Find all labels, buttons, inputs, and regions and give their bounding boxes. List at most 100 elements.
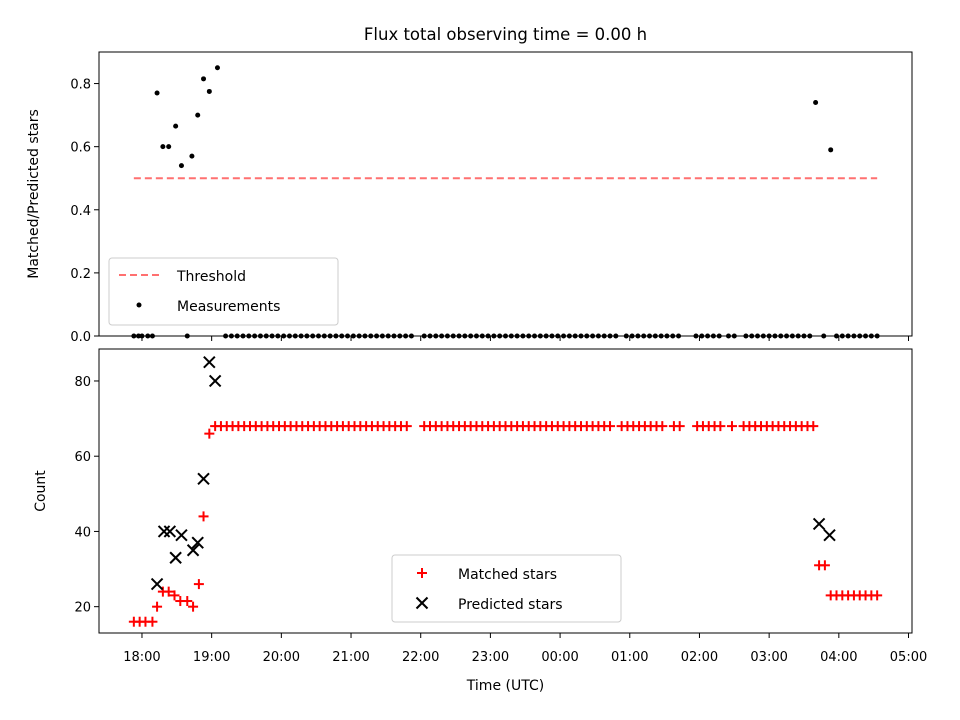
x-axis-label: Time (UTC)	[466, 678, 544, 694]
top-x-axis	[141, 336, 910, 341]
x-stroke	[150, 577, 164, 591]
matched-star-point	[152, 601, 163, 612]
bottom-legend: Matched stars Predicted stars	[391, 554, 622, 623]
matched-star-point	[401, 421, 412, 432]
x-tick-label: 05:00	[890, 650, 927, 665]
predicted-star-point	[175, 528, 188, 542]
x-stroke	[169, 551, 182, 564]
x-tick-label: 01:00	[611, 650, 648, 665]
predicted-star-point	[812, 517, 826, 531]
threshold-legend-label: Threshold	[176, 269, 246, 285]
y-tick-label: 80	[74, 375, 91, 390]
x-stroke	[415, 596, 429, 610]
y-tick-label: 40	[74, 525, 91, 540]
measurement-point	[173, 123, 179, 129]
matched-star-point	[188, 601, 199, 612]
measurement-point	[189, 153, 195, 159]
predicted-star-point	[823, 528, 836, 542]
x-tick-label: 04:00	[820, 650, 857, 665]
matched-star-point	[169, 590, 180, 601]
predicted-star-point	[186, 544, 200, 557]
bottom-plot-frame	[98, 348, 913, 634]
x-tick-label: 23:00	[472, 650, 509, 665]
measurement-point	[160, 144, 166, 150]
x-stroke	[191, 536, 204, 549]
matched-star-point	[674, 421, 685, 432]
y-tick-label: 0.2	[70, 267, 91, 282]
matched-star-point	[204, 428, 215, 439]
matched-star-point	[657, 421, 668, 432]
x-tick-label: 03:00	[750, 650, 787, 665]
bottom-y-axis-label: Count	[33, 470, 49, 512]
matched-stars-legend-swatch	[417, 568, 427, 578]
predicted-stars-legend-swatch	[415, 596, 429, 610]
top-y-axis: 0.0 0.2 0.4 0.6 0.8	[70, 78, 99, 345]
measurement-point	[195, 112, 201, 118]
matched-star-point	[147, 616, 158, 627]
x-stroke	[203, 355, 216, 369]
y-tick-label: 0.6	[70, 141, 91, 156]
predicted-star-point	[169, 551, 182, 564]
measurement-point	[813, 99, 819, 105]
top-y-axis-label: Matched/Predicted stars	[26, 109, 42, 279]
measurement-point	[154, 90, 160, 96]
measurements-legend-label: Measurements	[177, 299, 280, 315]
chart-title: Flux total observing time = 0.00 h	[364, 25, 647, 44]
bottom-x-axis: 18:00 19:00 20:00 21:00 22:00 23:00 00:00 01:00…	[123, 633, 927, 665]
y-tick-label: 0.0	[70, 330, 91, 345]
predicted-star-point	[163, 525, 177, 538]
matched-stars-legend-label: Matched stars	[458, 567, 557, 583]
top-legend: Threshold Measurements	[108, 257, 339, 326]
measurement-point	[206, 88, 212, 94]
measurement-point	[201, 76, 207, 82]
x-stroke	[823, 528, 836, 542]
predicted-stars-points	[150, 355, 836, 591]
matched-star-point	[808, 421, 819, 432]
y-tick-label: 0.8	[70, 78, 91, 93]
legend-x-marker	[415, 596, 429, 610]
predicted-star-point	[203, 355, 216, 369]
y-tick-label: 0.4	[70, 204, 91, 219]
x-stroke	[186, 544, 200, 557]
y-tick-label: 20	[74, 601, 91, 616]
measurement-point	[166, 144, 172, 150]
x-stroke	[208, 374, 222, 388]
bottom-y-axis: 20 40 60 80	[74, 375, 99, 616]
matched-star-point	[715, 421, 726, 432]
x-stroke	[163, 525, 177, 538]
measurement-point	[214, 65, 220, 71]
legend-plus-marker	[417, 568, 427, 578]
matched-star-point	[182, 596, 193, 607]
matched-star-point	[726, 421, 737, 432]
matched-star-point	[872, 590, 883, 601]
x-tick-label: 02:00	[681, 650, 718, 665]
matched-stars-points	[128, 421, 883, 627]
predicted-star-point	[208, 374, 222, 388]
x-tick-label: 18:00	[123, 650, 160, 665]
matched-star-point	[163, 586, 174, 597]
x-tick-label: 20:00	[263, 650, 300, 665]
x-tick-label: 21:00	[332, 650, 369, 665]
matched-star-point	[819, 560, 830, 571]
x-stroke	[197, 472, 210, 485]
bottom-legend-box	[391, 554, 622, 623]
x-stroke	[812, 517, 826, 531]
measurement-point	[178, 163, 184, 169]
predicted-star-point	[157, 525, 171, 538]
x-tick-label: 19:00	[193, 650, 230, 665]
x-stroke	[157, 525, 171, 538]
x-stroke	[175, 528, 188, 542]
predicted-star-point	[197, 472, 210, 485]
measurements-legend-swatch	[136, 302, 142, 308]
matched-star-point	[193, 579, 204, 590]
predicted-star-point	[150, 577, 164, 591]
x-tick-label: 22:00	[402, 650, 439, 665]
matched-star-point	[605, 421, 616, 432]
measurement-point	[828, 147, 834, 153]
predicted-stars-legend-label: Predicted stars	[458, 597, 563, 613]
matched-star-point	[198, 511, 209, 522]
top-plot-frame	[98, 51, 913, 337]
measurement-points	[131, 65, 880, 339]
y-tick-label: 60	[74, 450, 91, 465]
